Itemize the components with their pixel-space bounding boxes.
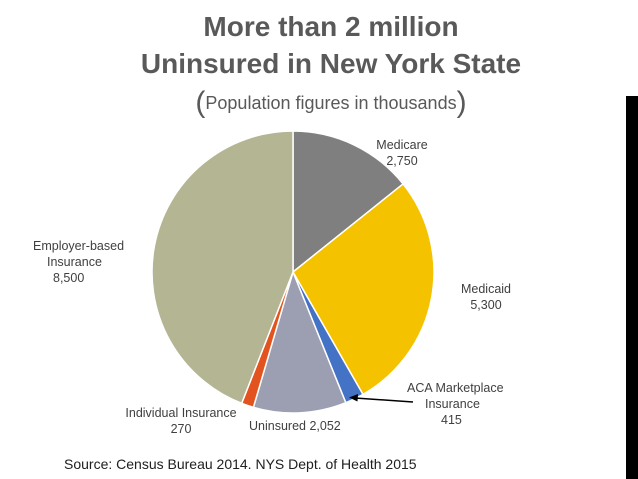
- subtitle-open-paren: (: [195, 86, 206, 119]
- label-medicare-name: Medicare: [376, 138, 428, 152]
- label-employer-value: 8,500: [53, 271, 85, 285]
- label-medicare: Medicare 2,750: [372, 137, 432, 169]
- label-aca-name-line1: ACA Marketplace: [407, 381, 504, 395]
- label-aca: ACA Marketplace Insurance 415: [407, 380, 504, 428]
- label-uninsured-value: 2,052: [309, 419, 341, 433]
- label-employer-name-line1: Employer-based: [33, 239, 125, 253]
- pie-slice-uninsured: [252, 269, 347, 414]
- label-uninsured: Uninsured 2,052: [249, 418, 341, 434]
- label-medicaid: Medicaid 5,300: [456, 281, 516, 313]
- chart-title-line2: Uninsured in New York State: [140, 48, 522, 79]
- source-note: Source: Census Bureau 2014. NYS Dept. of…: [64, 456, 417, 472]
- label-individual: Individual Insurance 270: [118, 405, 244, 437]
- pie-slice-employer-based-insurance: [151, 130, 294, 405]
- label-employer: Employer-based Insurance 8,500: [33, 238, 124, 286]
- label-uninsured-name: Uninsured: [249, 419, 306, 433]
- label-employer-name-line2: Insurance: [47, 255, 102, 269]
- pie-slices: [151, 130, 435, 414]
- label-medicaid-name: Medicaid: [460, 282, 512, 296]
- pie-slice-medicaid: [292, 182, 435, 396]
- subtitle-text: Population figures in thousands: [205, 93, 457, 113]
- label-medicare-value: 2,750: [386, 154, 418, 168]
- chart-title-line1: More than 2 million: [203, 11, 459, 42]
- aca-leader-line: [354, 397, 414, 403]
- chart-subtitle: (Population figures in thousands): [96, 86, 566, 120]
- label-individual-name: Individual Insurance: [125, 406, 237, 420]
- subtitle-close-paren: ): [456, 86, 467, 119]
- label-aca-name-line2: Insurance: [425, 397, 480, 411]
- label-aca-value: 415: [441, 413, 462, 427]
- label-individual-value: 270: [170, 422, 192, 436]
- aca-leader-arrowhead: [349, 394, 358, 402]
- pie-slice-medicare: [292, 130, 405, 274]
- side-accent-bar: [626, 96, 638, 479]
- side-accent-top: [626, 0, 638, 96]
- label-medicaid-value: 5,300: [470, 298, 502, 312]
